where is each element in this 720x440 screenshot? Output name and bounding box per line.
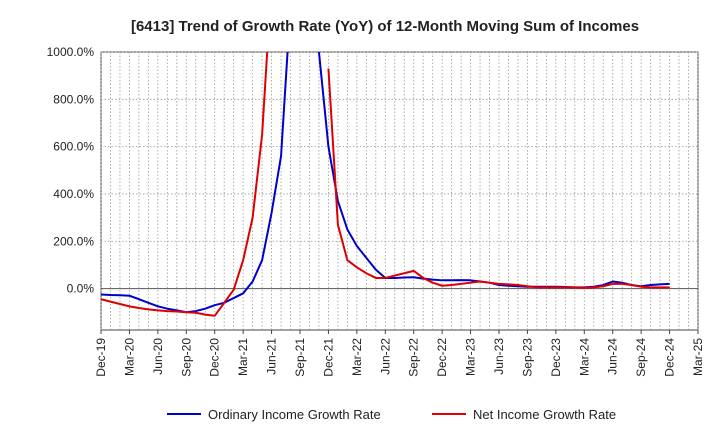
x-tick-label: Jun-21: [265, 338, 279, 375]
x-tick-label: Mar-20: [122, 338, 136, 376]
x-tick-label: Mar-21: [236, 338, 250, 376]
chart-title: [6413] Trend of Growth Rate (YoY) of 12-…: [131, 18, 639, 35]
legend: Ordinary Income Growth Rate Net Income Gr…: [167, 407, 616, 422]
x-tick-label: Dec-20: [208, 338, 222, 377]
x-tick-label: Sep-21: [293, 338, 307, 377]
plot-area: [100, 51, 699, 331]
x-tick-label: Sep-20: [179, 338, 193, 377]
x-tick-label: Dec-24: [663, 338, 677, 377]
x-tick-label: Mar-25: [691, 338, 705, 376]
plot-background: [101, 52, 698, 330]
x-tick-label: Sep-22: [407, 338, 421, 377]
x-tick-label: Jun-24: [606, 338, 620, 375]
legend-label: Ordinary Income Growth Rate: [208, 407, 381, 422]
y-tick-label: 0.0%: [67, 282, 95, 296]
x-tick-label: Mar-24: [577, 338, 591, 376]
legend-label: Net Income Growth Rate: [473, 407, 616, 422]
x-axis: Dec-19 Mar-20 Jun-20 Sep-20 Dec-20 Mar-21 Jun-…: [94, 330, 705, 377]
y-tick-label: 800.0%: [53, 92, 94, 106]
x-tick-label: Dec-23: [549, 338, 563, 377]
y-tick-label: 400.0%: [53, 187, 94, 201]
x-tick-label: Dec-21: [321, 338, 335, 377]
x-tick-label: Mar-22: [350, 338, 364, 376]
y-tick-label: 1000.0%: [47, 45, 95, 59]
x-tick-label: Sep-24: [634, 338, 648, 377]
series-line-net-income: [101, 52, 670, 317]
x-tick-label: Jun-20: [151, 338, 165, 375]
y-tick-label: 200.0%: [53, 234, 94, 248]
x-tick-label: Mar-23: [464, 338, 478, 376]
series-layer: [101, 52, 670, 317]
x-tick-label: Dec-19: [94, 338, 108, 377]
y-tick-label: 600.0%: [53, 140, 94, 154]
grid-lines: [100, 51, 699, 330]
y-axis: 0.0% 200.0% 400.0% 600.0% 800.0% 1000.0%: [47, 45, 95, 296]
x-tick-label: Jun-23: [492, 338, 506, 375]
x-tick-label: Dec-22: [435, 338, 449, 377]
x-tick-label: Sep-23: [520, 338, 534, 377]
x-tick-label: Jun-22: [378, 338, 392, 375]
